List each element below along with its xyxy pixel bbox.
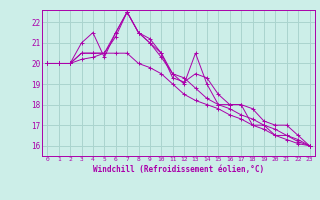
X-axis label: Windchill (Refroidissement éolien,°C): Windchill (Refroidissement éolien,°C) — [93, 165, 264, 174]
